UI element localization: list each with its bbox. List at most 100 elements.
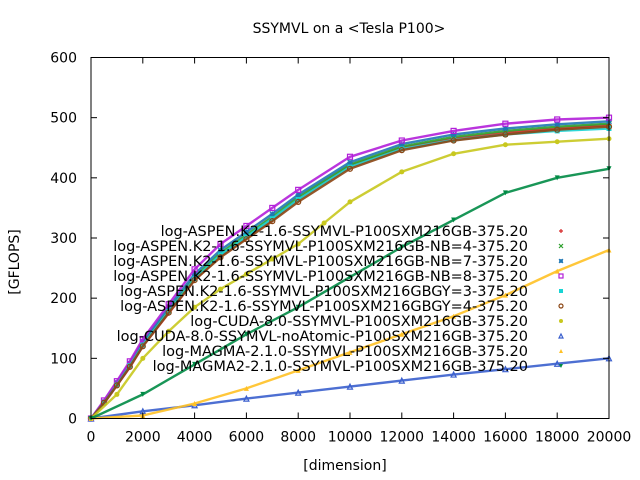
data-point (139, 343, 146, 350)
chart-title: SSYMVL on a <Tesla P100> (253, 21, 446, 37)
data-point (554, 139, 560, 145)
y-tick-label: 0 (68, 412, 77, 428)
x-axis-label: [dimension] (303, 458, 386, 474)
data-point (451, 151, 457, 157)
legend-marker (558, 273, 564, 279)
y-tick-label: 100 (50, 351, 77, 367)
data-point (502, 142, 508, 148)
data-point (243, 222, 250, 230)
data-point (398, 137, 405, 144)
series-9 (88, 247, 612, 421)
axis-ticks: 0 2000 4000 6000 8000 10000 12000 14000 16000 180… (50, 51, 631, 446)
series-line (90, 125, 610, 420)
legend-label: log-ASPEN.K2-1.6-SSYMVL-P100SXM216GB-NB=… (113, 269, 528, 285)
series-6 (87, 123, 613, 422)
legend-marker (558, 243, 564, 249)
legend: log-ASPEN.K2-1.6-SSYMVL-P100SXM216GB-375… (113, 224, 564, 375)
data-point (295, 367, 301, 373)
data-point (295, 304, 301, 310)
data-point (166, 328, 172, 334)
series-line (90, 116, 610, 420)
data-point (502, 125, 509, 132)
legend-label: log-MAGMA-2.1.0-SSYMVL-P100SXM216GB-375.… (162, 344, 528, 360)
data-point (165, 301, 172, 308)
legend-marker (558, 258, 564, 264)
data-point (450, 131, 457, 138)
x-tick-label: 14000 (431, 430, 476, 446)
data-point (269, 256, 275, 262)
legend-marker (559, 229, 563, 233)
data-point (243, 385, 249, 391)
x-tick-label: 0 (87, 430, 96, 446)
data-point (554, 268, 560, 274)
x-tick-label: 10000 (328, 430, 373, 446)
y-tick-label: 200 (50, 291, 77, 307)
data-point (165, 309, 172, 316)
x-tick-label: 6000 (229, 430, 265, 446)
data-point (140, 391, 146, 397)
data-point (347, 159, 353, 166)
x-tick-label: 2000 (125, 430, 161, 446)
data-point (399, 169, 405, 175)
x-tick-label: 18000 (535, 430, 580, 446)
data-point (191, 271, 198, 278)
series-line (90, 137, 610, 420)
data-point (295, 191, 302, 198)
data-point (114, 391, 120, 397)
data-point (347, 349, 353, 355)
legend-label: log-ASPEN.K2-1.6-SSYMVL-P100SXM216GBGY=4… (120, 299, 528, 315)
data-point (450, 370, 458, 378)
data-point (450, 127, 457, 135)
data-point (269, 204, 276, 212)
legend-marker (558, 332, 564, 339)
data-point (217, 254, 224, 261)
data-point (553, 359, 561, 367)
data-point (140, 355, 146, 361)
data-point (295, 198, 302, 205)
legend-label: log-ASPEN.K2-1.6-SSYMVL-P100SXM216GB-375… (161, 224, 528, 240)
data-point (398, 147, 405, 154)
data-point (346, 382, 354, 390)
legend-label: log-MAGMA2-2.1.0-SSYMVL-P100SXM216GB-375… (153, 359, 528, 375)
data-point (218, 286, 223, 292)
data-point (502, 131, 509, 138)
legend-label: log-ASPEN.K2-1.6-SSYMVL-P100SXM216GB-NB=… (113, 254, 528, 270)
legend-label: log-ASPEN.K2-1.6-SSYMVL-P100SXM216GBGY=3… (120, 284, 528, 300)
y-tick-label: 600 (50, 51, 77, 67)
legend-label: log-ASPEN.K2-1.6-SSYMVL-P100SXM216GB-NB=… (113, 239, 528, 255)
x-tick-label: 4000 (177, 430, 213, 446)
data-point (451, 313, 457, 319)
data-point (217, 240, 224, 248)
data-point (192, 361, 198, 367)
data-point (398, 141, 405, 148)
data-point (398, 376, 406, 384)
data-point (243, 229, 250, 235)
data-point (554, 121, 561, 128)
data-point (347, 199, 353, 205)
data-point (399, 244, 405, 250)
data-point (347, 164, 353, 170)
data-point (502, 190, 508, 196)
data-point (554, 126, 561, 133)
data-point (501, 365, 509, 373)
data-point (192, 400, 198, 406)
data-point (399, 331, 405, 337)
legend-marker (559, 319, 563, 323)
series-10 (88, 166, 612, 421)
x-tick-label: 12000 (380, 430, 425, 446)
data-point (126, 363, 133, 370)
data-point (321, 220, 327, 226)
y-axis-label: [GFLOPS] (7, 229, 23, 294)
data-point (502, 120, 509, 127)
data-point (113, 382, 121, 389)
data-point (191, 277, 198, 284)
series-7 (88, 136, 612, 421)
data-point (399, 146, 405, 152)
data-point (346, 165, 354, 172)
data-point (554, 175, 560, 181)
legend-label: log-CUDA-8.0-SSYMVL-noAtomic-P100SXM216G… (117, 329, 528, 345)
data-point (243, 331, 249, 337)
legend-marker (559, 349, 563, 353)
x-tick-label: 16000 (483, 430, 528, 446)
